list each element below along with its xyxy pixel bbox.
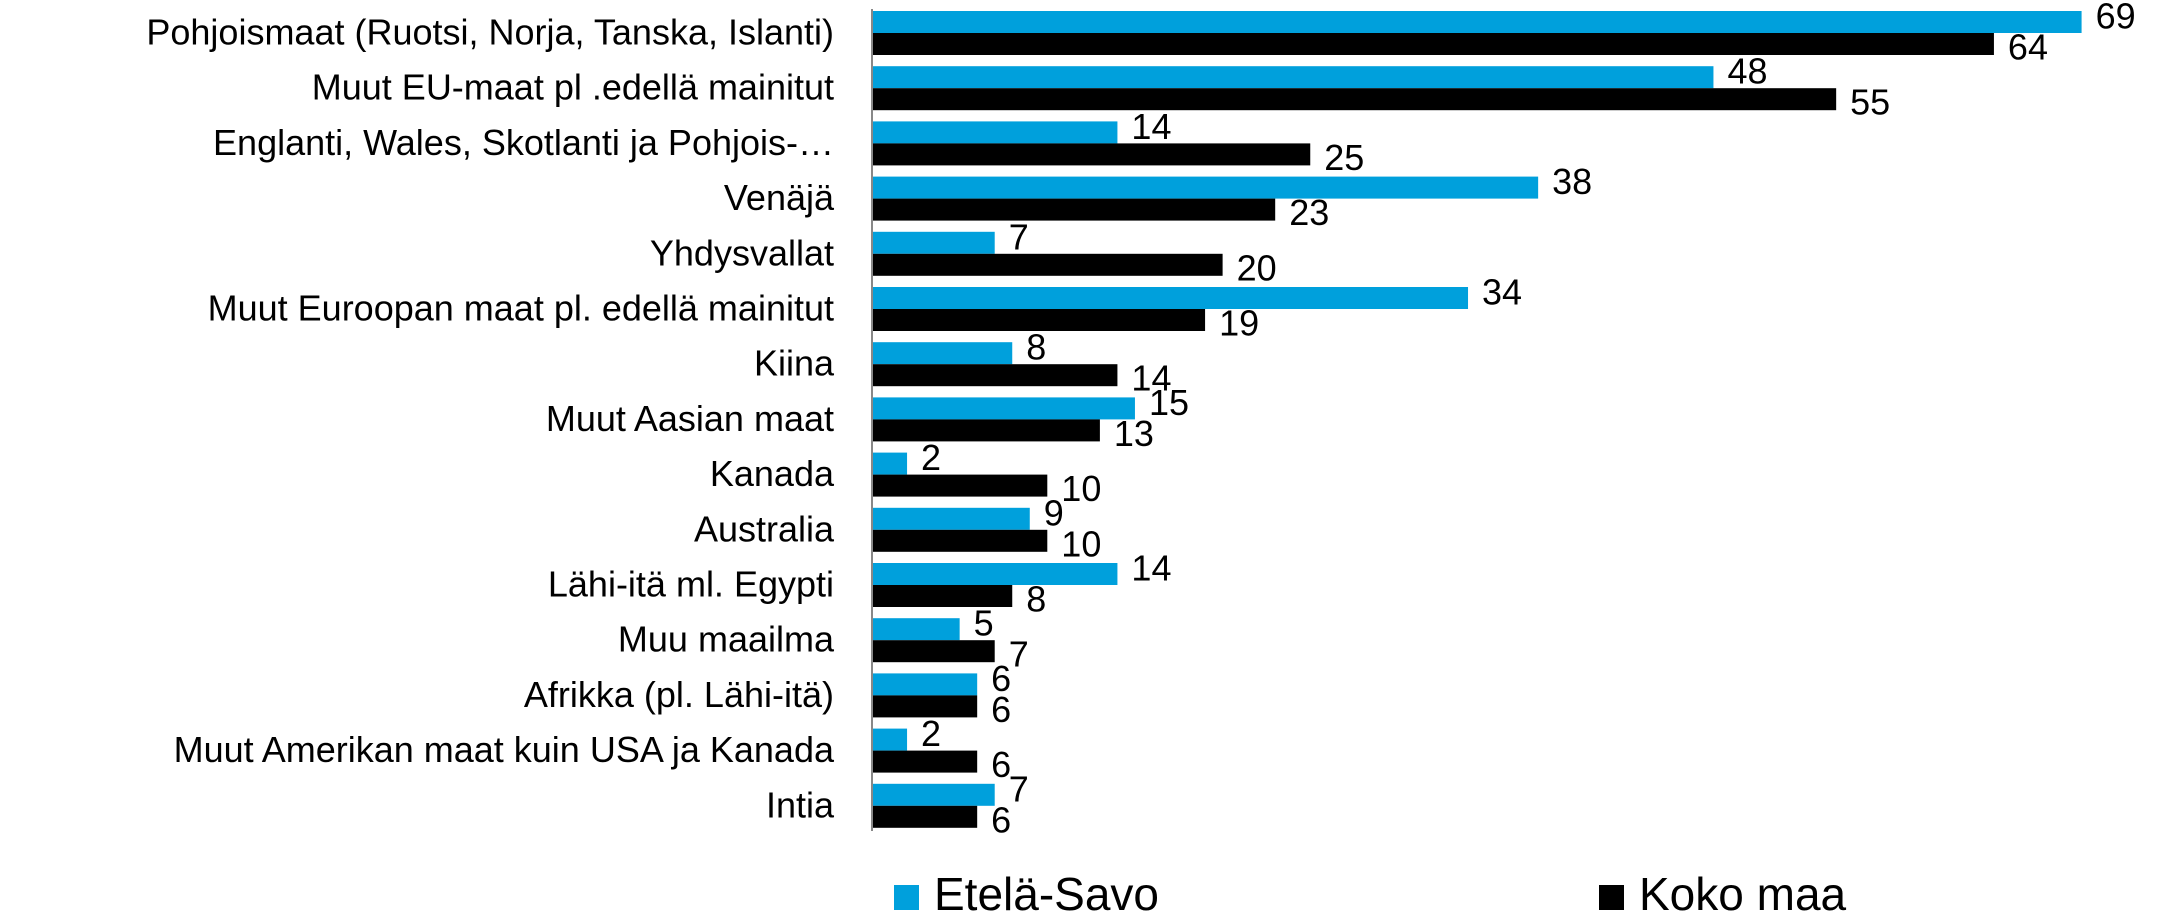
bar: [872, 563, 1118, 585]
bar: [872, 507, 1030, 530]
value-label: 6: [991, 658, 1011, 699]
bar: [872, 397, 1135, 420]
value-label: 10: [1061, 523, 1101, 564]
bar: [872, 419, 1100, 442]
category-label: Muut EU-maat pl .edellä mainitut: [312, 67, 834, 108]
value-label: 10: [1061, 468, 1101, 509]
category-label: Muut Amerikan maat kuin USA ja Kanada: [174, 729, 835, 770]
bar: [872, 452, 908, 475]
bar: [872, 618, 960, 641]
category-label: Kanada: [710, 453, 835, 494]
category-label: Australia: [694, 508, 835, 549]
bar: [872, 11, 2082, 33]
value-label: 8: [1026, 579, 1046, 620]
value-label: 38: [1552, 161, 1592, 202]
bar: [872, 66, 1714, 89]
value-label: 55: [1850, 82, 1890, 123]
value-label: 23: [1289, 192, 1329, 233]
category-label: Pohjoismaat (Ruotsi, Norja, Tanska, Isla…: [146, 12, 834, 53]
bar: [872, 529, 1048, 552]
category-label: Muut Euroopan maat pl. edellä mainitut: [208, 288, 834, 329]
category-label: Afrikka (pl. Lähi-itä): [524, 674, 834, 715]
value-label: 6: [991, 689, 1011, 730]
value-label: 7: [1009, 216, 1029, 257]
value-label: 15: [1149, 382, 1189, 423]
legend-text: Koko maa: [1639, 868, 1847, 918]
bar: [872, 88, 1837, 111]
value-label: 2: [921, 713, 941, 754]
value-label: 14: [1131, 106, 1171, 147]
value-label: 25: [1324, 137, 1364, 178]
value-label: 7: [1009, 634, 1029, 675]
bar: [872, 474, 1048, 497]
bar: [872, 143, 1311, 166]
bar: [872, 176, 1539, 199]
value-label: 20: [1237, 247, 1277, 288]
category-label: Englanti, Wales, Skotlanti ja Pohjois-…: [213, 122, 834, 163]
value-label: 6: [991, 799, 1011, 840]
bar: [872, 287, 1469, 309]
value-label: 9: [1044, 492, 1064, 533]
bar: [872, 364, 1118, 387]
category-label: Kiina: [754, 343, 835, 384]
bar: [872, 640, 995, 663]
category-label: Venäjä: [724, 177, 835, 218]
bar: [872, 728, 908, 751]
value-label: 14: [1131, 548, 1171, 589]
value-label: 64: [2008, 27, 2048, 68]
value-label: 13: [1114, 413, 1154, 454]
value-label: 69: [2096, 0, 2136, 37]
category-label: Intia: [766, 784, 835, 825]
bar: [872, 231, 995, 254]
bar: [872, 33, 1994, 55]
value-label: 34: [1482, 272, 1522, 313]
legend-swatch: [1599, 885, 1624, 910]
bar: [872, 805, 978, 828]
value-label: 7: [1009, 768, 1029, 809]
value-label: 48: [1727, 51, 1767, 92]
bar: [872, 673, 978, 696]
category-label: Muut Aasian maat: [546, 398, 834, 439]
bar: [872, 695, 978, 718]
legend-text: Etelä-Savo: [934, 868, 1159, 918]
bar: [872, 121, 1118, 144]
bar: [872, 342, 1013, 365]
value-label: 6: [991, 744, 1011, 785]
bar: [872, 750, 978, 773]
bar: [872, 253, 1223, 276]
category-label: Muu maailma: [618, 619, 835, 660]
bar: [872, 783, 995, 806]
bar: [872, 585, 1013, 607]
value-label: 5: [974, 603, 994, 644]
value-label: 19: [1219, 303, 1259, 344]
bar: [872, 198, 1276, 221]
legend-swatch: [894, 885, 919, 910]
value-label: 2: [921, 437, 941, 478]
value-label: 8: [1026, 327, 1046, 368]
value-label: 14: [1131, 358, 1171, 399]
category-label: Yhdysvallat: [650, 232, 834, 273]
category-label: Lähi-itä ml. Egypti: [548, 564, 834, 605]
bar: [872, 309, 1206, 331]
